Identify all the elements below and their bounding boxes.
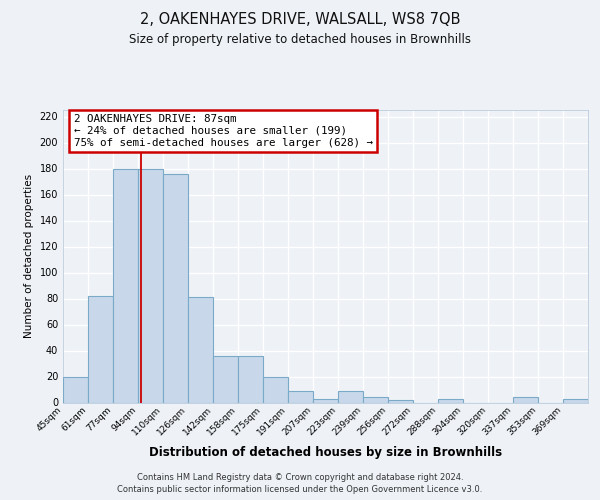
Bar xyxy=(563,398,588,402)
Bar xyxy=(438,398,463,402)
Bar xyxy=(288,391,313,402)
Bar xyxy=(163,174,188,402)
Text: Size of property relative to detached houses in Brownhills: Size of property relative to detached ho… xyxy=(129,32,471,46)
Bar xyxy=(88,296,113,403)
Bar xyxy=(363,398,388,402)
Y-axis label: Number of detached properties: Number of detached properties xyxy=(24,174,34,338)
Bar xyxy=(138,168,163,402)
Bar xyxy=(338,391,363,402)
Bar xyxy=(63,376,88,402)
Bar xyxy=(313,398,338,402)
Bar xyxy=(263,376,288,402)
Text: Contains HM Land Registry data © Crown copyright and database right 2024.
Contai: Contains HM Land Registry data © Crown c… xyxy=(118,472,482,494)
X-axis label: Distribution of detached houses by size in Brownhills: Distribution of detached houses by size … xyxy=(149,446,502,458)
Bar xyxy=(513,398,538,402)
Bar xyxy=(238,356,263,403)
Text: 2, OAKENHAYES DRIVE, WALSALL, WS8 7QB: 2, OAKENHAYES DRIVE, WALSALL, WS8 7QB xyxy=(140,12,460,28)
Bar xyxy=(113,168,138,402)
Bar xyxy=(388,400,413,402)
Bar xyxy=(188,297,213,403)
Bar xyxy=(213,356,238,403)
Text: 2 OAKENHAYES DRIVE: 87sqm
← 24% of detached houses are smaller (199)
75% of semi: 2 OAKENHAYES DRIVE: 87sqm ← 24% of detac… xyxy=(74,114,373,148)
